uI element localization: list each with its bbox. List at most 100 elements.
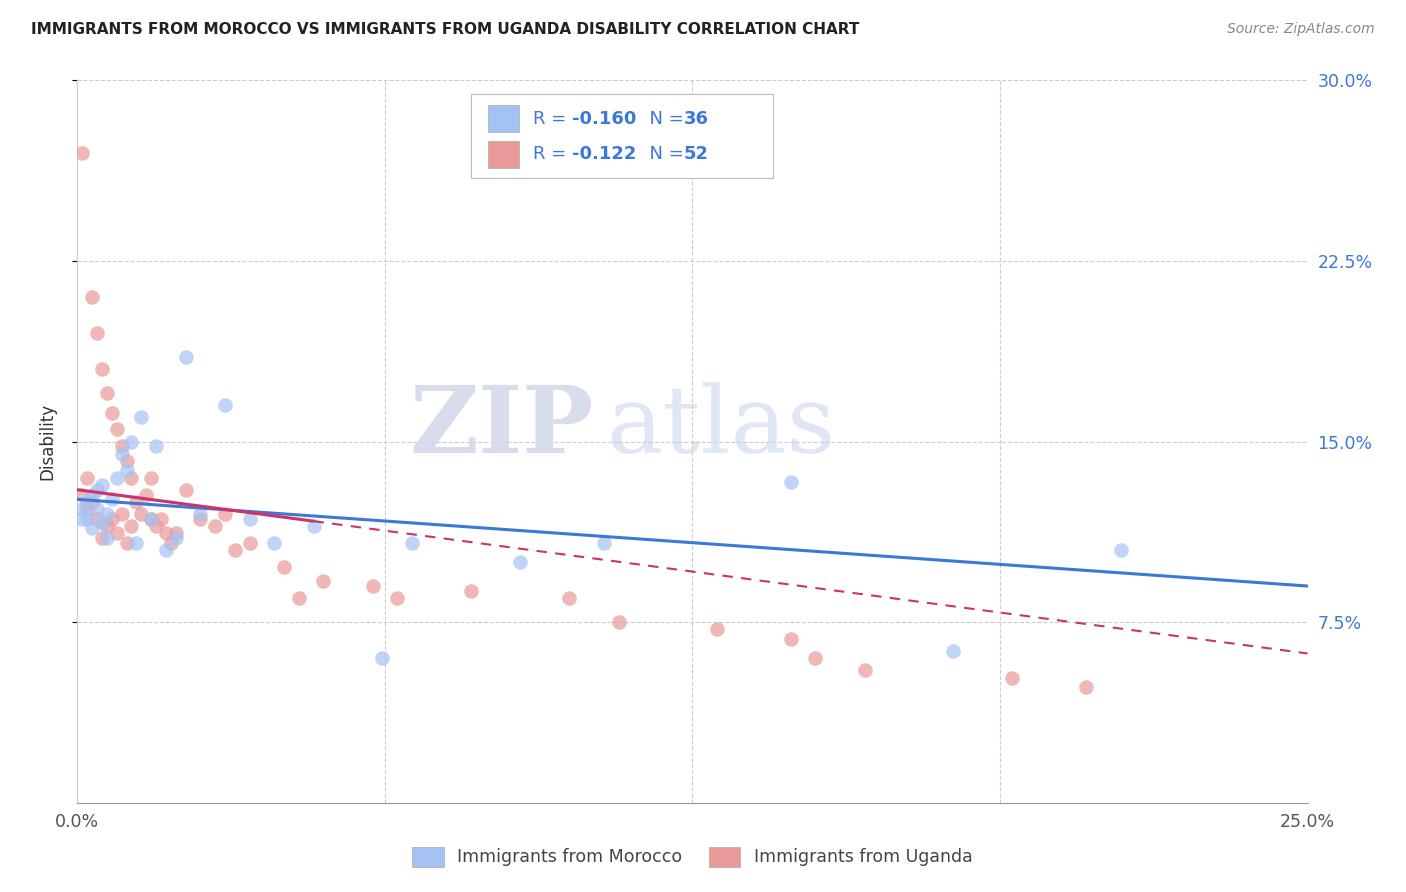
Text: -0.160: -0.160: [572, 110, 637, 128]
Point: [165, 526, 187, 541]
Point: [460, 583, 482, 598]
Point: [96, 386, 118, 401]
Point: [105, 470, 128, 484]
Point: [90, 362, 114, 376]
Point: [145, 518, 167, 533]
Point: [101, 511, 124, 525]
Text: 36: 36: [683, 110, 709, 128]
Point: [70, 502, 93, 516]
Point: [82, 521, 104, 535]
Point: [141, 511, 163, 525]
Point: [361, 579, 384, 593]
Point: [804, 651, 827, 665]
Point: [70, 145, 93, 160]
Point: [86, 326, 108, 340]
Text: R =: R =: [533, 110, 572, 128]
Point: [145, 439, 167, 453]
Point: [263, 535, 285, 549]
Point: [1109, 542, 1132, 557]
Text: R =: R =: [533, 145, 572, 163]
Point: [105, 526, 128, 541]
Point: [780, 632, 803, 646]
Point: [302, 518, 325, 533]
Point: [288, 591, 311, 605]
Point: [174, 483, 197, 497]
Point: [1001, 671, 1024, 685]
Point: [141, 470, 163, 484]
Point: [121, 470, 143, 484]
Point: [115, 535, 138, 549]
Point: [76, 502, 98, 516]
Point: [239, 535, 262, 549]
Point: [706, 623, 728, 637]
Point: [780, 475, 803, 490]
Point: [401, 535, 423, 549]
Legend: Immigrants from Morocco, Immigrants from Uganda: Immigrants from Morocco, Immigrants from…: [405, 839, 980, 873]
Point: [224, 542, 246, 557]
Point: [129, 507, 153, 521]
Point: [96, 518, 118, 533]
Point: [90, 478, 114, 492]
Text: N =: N =: [638, 110, 690, 128]
Point: [160, 535, 183, 549]
Point: [509, 555, 531, 569]
Point: [90, 516, 114, 531]
Point: [86, 511, 108, 525]
Point: [129, 410, 153, 425]
Point: [121, 434, 143, 449]
Point: [371, 651, 394, 665]
Point: [82, 487, 104, 501]
Point: [105, 422, 128, 436]
Point: [593, 535, 616, 549]
Point: [76, 511, 98, 525]
Point: [141, 511, 163, 525]
Point: [312, 574, 335, 589]
Point: [558, 591, 581, 605]
Point: [111, 439, 132, 453]
Text: IMMIGRANTS FROM MOROCCO VS IMMIGRANTS FROM UGANDA DISABILITY CORRELATION CHART: IMMIGRANTS FROM MOROCCO VS IMMIGRANTS FR…: [31, 22, 859, 37]
Point: [82, 494, 104, 508]
Point: [86, 502, 108, 516]
Text: -0.122: -0.122: [572, 145, 637, 163]
Point: [174, 350, 197, 364]
Point: [239, 511, 262, 525]
Point: [115, 463, 138, 477]
Point: [150, 511, 173, 525]
Point: [111, 446, 132, 460]
Point: [96, 531, 118, 545]
Point: [385, 591, 409, 605]
Point: [214, 398, 236, 412]
Point: [82, 290, 104, 304]
Y-axis label: Disability: Disability: [38, 403, 56, 480]
Point: [853, 664, 876, 678]
Point: [121, 518, 143, 533]
Point: [204, 518, 226, 533]
Point: [273, 559, 295, 574]
Point: [607, 615, 630, 630]
Point: [135, 487, 157, 501]
Point: [90, 531, 114, 545]
Point: [942, 644, 965, 658]
Point: [70, 487, 93, 501]
Point: [1076, 680, 1098, 694]
Point: [125, 535, 148, 549]
Point: [155, 542, 177, 557]
Point: [115, 454, 138, 468]
Point: [111, 507, 132, 521]
Point: [101, 406, 124, 420]
Point: [125, 494, 148, 508]
Point: [188, 507, 212, 521]
Text: atlas: atlas: [606, 382, 835, 472]
Point: [214, 507, 236, 521]
Point: [96, 507, 118, 521]
Point: [188, 511, 212, 525]
Point: [165, 531, 187, 545]
Point: [76, 494, 98, 508]
Text: Source: ZipAtlas.com: Source: ZipAtlas.com: [1227, 22, 1375, 37]
Text: N =: N =: [638, 145, 690, 163]
Point: [155, 526, 177, 541]
Point: [76, 470, 98, 484]
Text: 52: 52: [683, 145, 709, 163]
Point: [101, 492, 124, 507]
Point: [86, 483, 108, 497]
